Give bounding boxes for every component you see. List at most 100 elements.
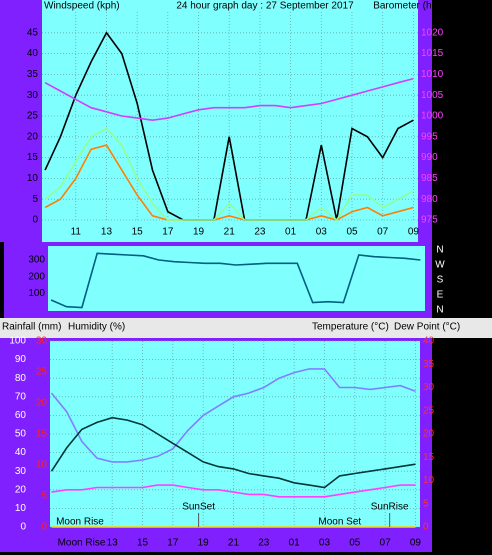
y-tick-label: 15 — [27, 152, 39, 163]
y-tick-label: 10 — [15, 503, 27, 514]
x-tick-label: 17 — [162, 227, 174, 238]
wind-label: Windspeed (kph) — [44, 1, 120, 12]
y2-tick-label: 35 — [423, 359, 435, 370]
series-line — [44, 144, 414, 221]
annotation: SunSet — [182, 502, 215, 513]
y-tick-label: 300 — [28, 255, 45, 266]
x-tick-label: 05 — [346, 227, 358, 238]
y2-tick-label: 5 — [423, 498, 429, 509]
y3-tick-label: 15 — [36, 429, 48, 440]
y2-tick-label: 25 — [423, 405, 435, 416]
y3-tick-label: 10 — [36, 460, 48, 471]
annotation: Moon Rise — [56, 517, 104, 528]
x-tick-label: 15 — [132, 227, 144, 238]
y-tick-label: 30 — [15, 466, 27, 477]
y-tick-label: 60 — [15, 410, 27, 421]
y-tick-label: 45 — [27, 27, 39, 38]
y2-tick-label: N — [436, 245, 443, 256]
dew-label: Dew Point (°C) — [394, 322, 460, 333]
x-tick-label: 17 — [167, 538, 179, 549]
y2-tick-label: E — [437, 290, 444, 301]
x-tick-label: 03 — [316, 227, 328, 238]
humidity-label: Humidity (%) — [68, 322, 125, 333]
x-tick-label: 05 — [349, 538, 361, 549]
y2-tick-label: 990 — [421, 152, 438, 163]
y-tick-label: 90 — [15, 354, 27, 365]
y-tick-label: 0 — [32, 215, 38, 226]
y-tick-label: 70 — [15, 391, 27, 402]
y3-tick-label: 30 — [36, 336, 48, 347]
x-tick-label: 21 — [224, 227, 236, 238]
y2-tick-label: 1000 — [421, 111, 444, 122]
y2-tick-label: 20 — [423, 429, 435, 440]
y2-tick-label: N — [436, 305, 443, 316]
x-tick-label: 11 — [71, 227, 82, 238]
x-tick-label: 23 — [254, 227, 266, 238]
y-tick-label: 100 — [28, 288, 45, 299]
y-tick-label: 20 — [15, 484, 27, 495]
x-tick-label: 21 — [228, 538, 240, 549]
y2-tick-label: S — [437, 275, 444, 286]
series-line — [50, 368, 416, 463]
y2-tick-label: 985 — [421, 173, 438, 184]
y2-tick-label: 995 — [421, 131, 438, 142]
series-line — [51, 484, 416, 498]
y3-tick-label: 20 — [36, 398, 48, 409]
y2-tick-label: W — [435, 260, 445, 271]
rain-label: Rainfall (mm) — [2, 322, 61, 333]
series-line — [44, 77, 414, 122]
y2-tick-label: 1015 — [421, 48, 444, 59]
y3-tick-label: 25 — [36, 367, 48, 378]
y2-tick-label: 1010 — [421, 69, 444, 80]
annotation: Moon Rise — [58, 538, 106, 549]
header-temp — [0, 318, 492, 338]
y-tick-label: 30 — [27, 90, 39, 101]
y2-tick-label: 975 — [421, 215, 438, 226]
y2-tick-label: 40 — [423, 336, 435, 347]
y-tick-label: 10 — [27, 173, 39, 184]
y3-tick-label: 0 — [41, 522, 47, 533]
x-tick-label: 23 — [258, 538, 270, 549]
y-tick-label: 35 — [27, 69, 39, 80]
y2-tick-label: 30 — [423, 382, 435, 393]
x-tick-label: 01 — [289, 538, 301, 549]
series-line — [44, 127, 414, 222]
y-tick-label: 25 — [27, 111, 39, 122]
series-line — [50, 252, 421, 309]
y-tick-label: 0 — [20, 522, 26, 533]
y2-tick-label: 15 — [423, 452, 435, 463]
y-tick-label: 200 — [28, 271, 45, 282]
annotation: Moon Set — [318, 517, 361, 528]
y2-tick-label: 980 — [421, 194, 438, 205]
baro-label: Barometer (hpa) — [373, 1, 446, 12]
y2-tick-label: 10 — [423, 475, 435, 486]
x-tick-label: 13 — [107, 538, 119, 549]
series-line — [50, 416, 416, 489]
plot-direction — [48, 246, 425, 311]
x-tick-label: 15 — [137, 538, 149, 549]
annotation: SunRise — [371, 502, 409, 513]
x-tick-label: 07 — [377, 227, 389, 238]
y3-tick-label: 5 — [41, 491, 47, 502]
x-tick-label: 03 — [319, 538, 331, 549]
y2-tick-label: 1005 — [421, 90, 444, 101]
x-tick-label: 09 — [410, 538, 422, 549]
x-tick-label: 19 — [198, 538, 210, 549]
y-tick-label: 80 — [15, 373, 27, 384]
x-tick-label: 09 — [408, 227, 420, 238]
x-tick-label: 07 — [380, 538, 392, 549]
y-tick-label: 40 — [15, 447, 27, 458]
x-tick-label: 01 — [285, 227, 297, 238]
y2-tick-label: 1020 — [421, 27, 444, 38]
y2-tick-label: 0 — [423, 522, 429, 533]
x-tick-label: 13 — [101, 227, 113, 238]
plot-temp — [50, 341, 420, 527]
x-tick-label: 19 — [193, 227, 205, 238]
y-tick-label: 100 — [9, 336, 26, 347]
y-tick-label: 40 — [27, 48, 39, 59]
chart-title: 24 hour graph day : 27 September 2017 — [176, 1, 354, 12]
y-tick-label: 5 — [32, 194, 38, 205]
y-tick-label: 50 — [15, 429, 27, 440]
